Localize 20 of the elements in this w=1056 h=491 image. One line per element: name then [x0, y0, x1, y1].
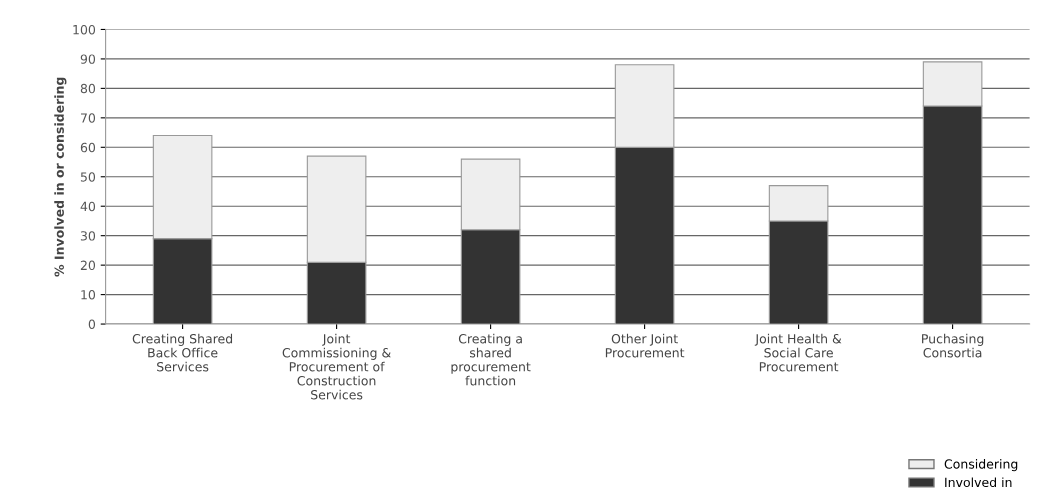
legend-label: Considering — [944, 459, 1018, 472]
legend-label: Involved in — [945, 477, 1012, 488]
x-tick-label: Other Joint Procurement — [605, 333, 685, 358]
y-tick-label: 10 — [81, 290, 96, 300]
x-tick-label: Creating Shared Back Office Services — [132, 333, 233, 372]
x-tick-label: Joint Health & Social Care Procurement — [754, 333, 842, 372]
y-axis-title: % Involved in or considering — [54, 77, 67, 277]
y-tick-label: 90 — [80, 54, 96, 64]
y-tick-label: 80 — [80, 83, 96, 94]
y-tick-label: 30 — [80, 231, 96, 241]
y-tick-label: 70 — [81, 113, 96, 123]
x-tick-label: Joint Commissioning & Procurement of Construction Services — [282, 333, 391, 400]
y-tick-label: 40 — [80, 201, 96, 212]
y-tick-label: 20 — [80, 260, 96, 271]
y-tick-label: 50 — [80, 172, 96, 182]
y-tick-label: 0 — [88, 319, 96, 329]
x-tick-label: Puchasing Consortia — [922, 333, 984, 358]
y-tick-label: 60 — [80, 142, 96, 153]
x-tick-label: Creating a shared procurement function — [451, 333, 531, 386]
y-tick-label: 100 — [73, 24, 96, 35]
